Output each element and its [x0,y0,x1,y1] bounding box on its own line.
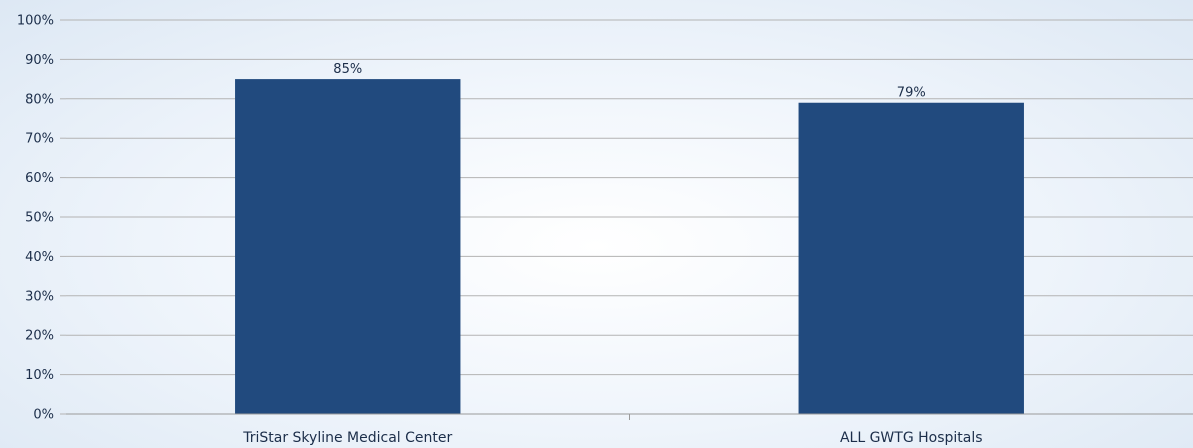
y-tick-label: 90% [25,53,54,68]
data-label: 85% [333,62,362,77]
y-tick-label: 80% [25,92,54,107]
x-category-label: ALL GWTG Hospitals [840,430,983,446]
bar [798,102,1024,415]
y-tick-label: 30% [25,289,54,304]
y-tick-label: 100% [17,14,54,29]
y-axis-tick-labels: 0% 10% 20% 30% 40% 50% 60% 70% 80% 90% 100% [17,14,66,423]
y-tick-label: 0% [33,408,54,423]
y-tick-label: 70% [25,132,54,147]
y-tick-label: 40% [25,250,54,265]
y-tick-label: 10% [25,368,54,383]
data-labels: 85% 79% [333,62,925,101]
y-tick-label: 50% [25,211,54,226]
bars [235,79,1024,415]
data-label: 79% [897,86,926,101]
bar [235,79,461,414]
x-axis [66,413,1193,420]
y-tick-label: 20% [25,329,54,344]
x-axis-category-labels: TriStar Skyline Medical Center ALL GWTG H… [242,430,982,446]
x-category-label: TriStar Skyline Medical Center [242,430,452,446]
y-tick-label: 60% [25,171,54,186]
